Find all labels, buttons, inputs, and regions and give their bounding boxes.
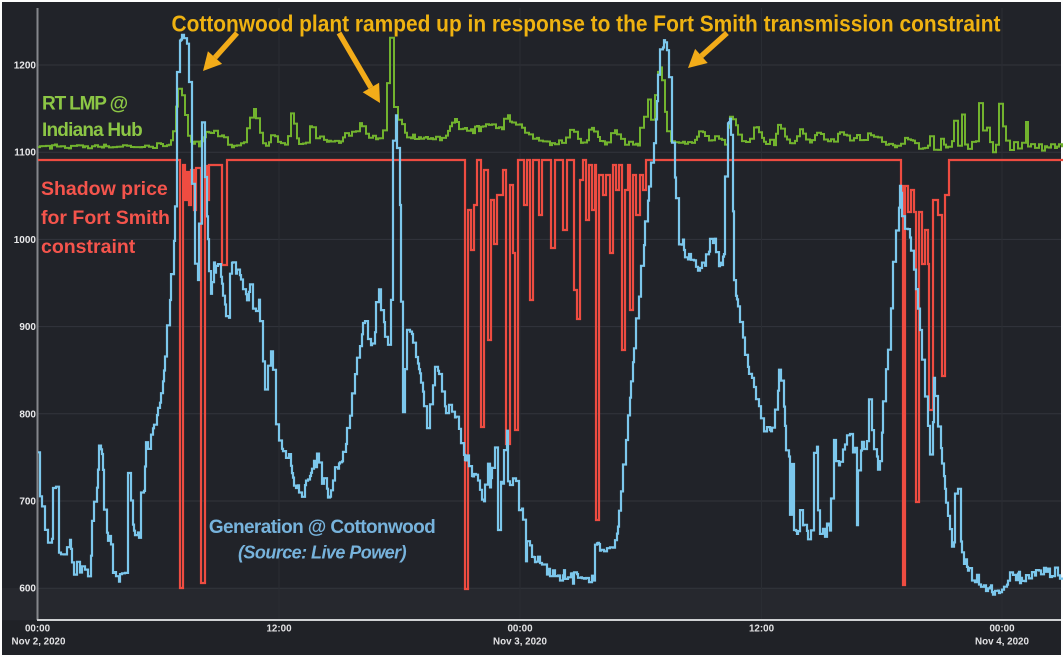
svg-text:(Source: Live Power): (Source: Live Power) [238, 543, 407, 563]
svg-text:00:00: 00:00 [989, 624, 1015, 635]
svg-text:Nov 4, 2020: Nov 4, 2020 [975, 637, 1029, 648]
svg-text:900: 900 [19, 322, 36, 333]
svg-text:Nov 2, 2020: Nov 2, 2020 [12, 637, 66, 648]
svg-text:12:00: 12:00 [749, 624, 775, 635]
svg-text:00:00: 00:00 [507, 624, 533, 635]
svg-text:1200: 1200 [14, 61, 37, 72]
svg-text:RT LMP @: RT LMP @ [42, 94, 128, 115]
svg-text:00:00: 00:00 [25, 624, 51, 635]
svg-text:700: 700 [19, 497, 36, 508]
svg-text:Nov 3, 2020: Nov 3, 2020 [493, 637, 547, 648]
svg-text:Indiana Hub: Indiana Hub [42, 120, 142, 141]
svg-text:Cottonwood plant ramped up in: Cottonwood plant ramped up in response t… [172, 11, 1001, 37]
svg-text:Shadow price: Shadow price [41, 178, 168, 200]
svg-text:Generation @ Cottonwood: Generation @ Cottonwood [209, 517, 435, 538]
svg-text:1100: 1100 [14, 148, 36, 159]
svg-text:12:00: 12:00 [266, 624, 292, 635]
svg-text:constraint: constraint [41, 236, 136, 258]
svg-text:600: 600 [19, 584, 36, 595]
svg-text:1000: 1000 [14, 235, 37, 246]
svg-text:for Fort Smith: for Fort Smith [41, 207, 170, 229]
svg-text:800: 800 [19, 409, 36, 420]
